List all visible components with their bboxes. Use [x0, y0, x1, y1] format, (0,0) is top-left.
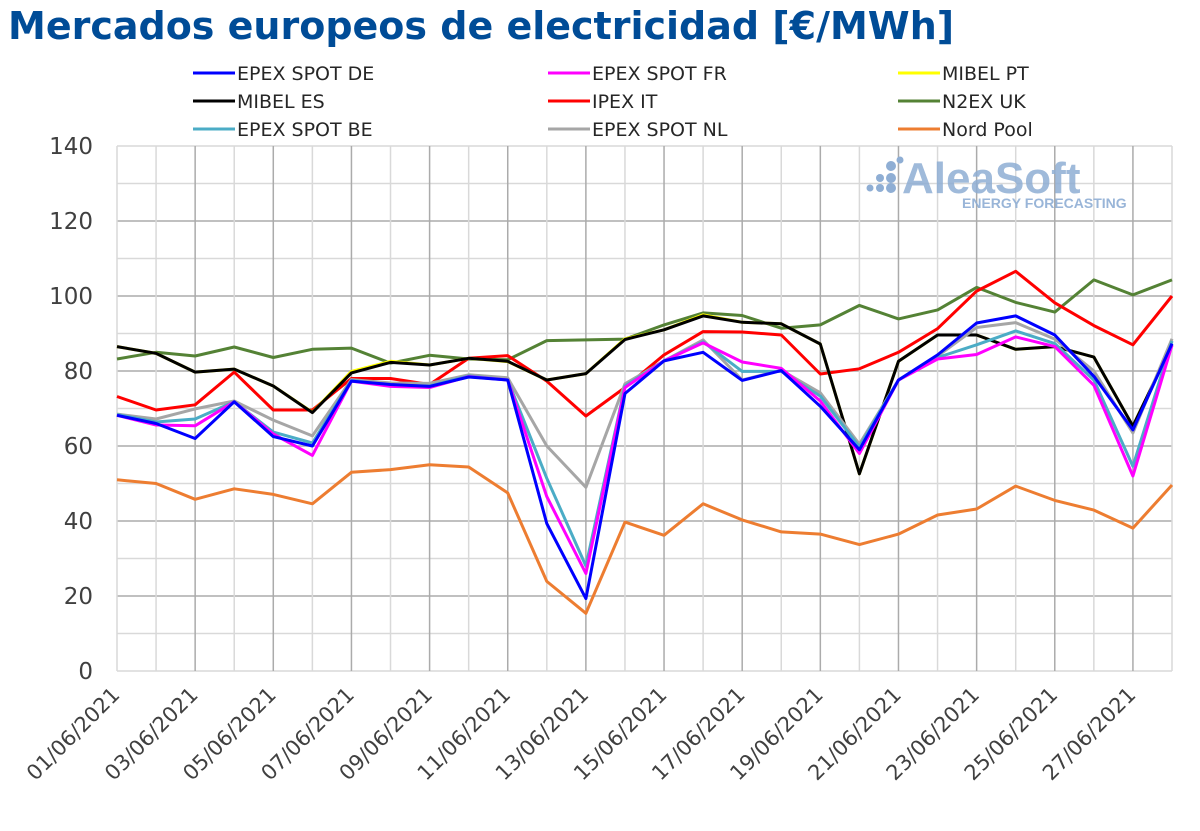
legend-item: EPEX SPOT DE: [193, 63, 374, 85]
legend-label: EPEX SPOT NL: [592, 119, 728, 141]
series-line-epex-spot-fr: [116, 335, 1174, 575]
y-tick-label: 40: [64, 509, 93, 535]
y-tick-label: 80: [64, 359, 93, 385]
legend-item: MIBEL ES: [193, 91, 325, 113]
legend-label: MIBEL PT: [942, 63, 1029, 85]
legend-label: EPEX SPOT DE: [237, 63, 374, 85]
legend-label: EPEX SPOT FR: [592, 63, 727, 85]
legend-label: IPEX IT: [592, 91, 658, 113]
legend-item: Nord Pool: [898, 119, 1033, 141]
y-tick-label: 20: [64, 584, 93, 610]
y-tick-label: 0: [78, 659, 93, 685]
aleasoft-watermark: AleaSoft ENERGY FORECASTING: [866, 154, 1127, 211]
series-line-n2ex-uk: [116, 278, 1173, 365]
y-tick-label: 120: [49, 209, 93, 235]
legend-item: EPEX SPOT BE: [193, 119, 373, 141]
series-line-ipex-it: [116, 269, 1174, 418]
chart-title: Mercados europeos de electricidad [€/MWh…: [8, 4, 955, 48]
series-line-nord-pool: [116, 463, 1174, 615]
y-tick-label: 100: [49, 284, 93, 310]
watermark-brand: AleaSoft: [902, 154, 1081, 203]
legend-label: MIBEL ES: [237, 91, 325, 113]
series-line-epex-spot-de: [116, 314, 1174, 601]
watermark-tagline: ENERGY FORECASTING: [962, 195, 1127, 211]
legend-item: EPEX SPOT FR: [548, 63, 727, 85]
legend: EPEX SPOT DE EPEX SPOT FR MIBEL PT MIBEL ES…: [193, 63, 1033, 141]
series-line-epex-spot-be: [116, 329, 1174, 568]
y-axis-ticks: 0 20 40 60 80 100 120 140: [49, 134, 93, 685]
y-tick-label: 140: [49, 134, 93, 160]
legend-item: MIBEL PT: [898, 63, 1029, 85]
series-line-mibel-es: [116, 314, 1174, 476]
series-lines: [116, 269, 1174, 615]
legend-label: N2EX UK: [942, 91, 1026, 113]
legend-item: EPEX SPOT NL: [548, 119, 728, 141]
legend-item: N2EX UK: [898, 91, 1026, 113]
watermark-dots-icon: [866, 156, 904, 193]
y-tick-label: 60: [64, 434, 93, 460]
legend-label: EPEX SPOT BE: [237, 119, 373, 141]
x-axis-ticks: 01/06/202103/06/202105/06/202107/06/2021…: [22, 683, 1140, 786]
legend-item: IPEX IT: [548, 91, 658, 113]
legend-label: Nord Pool: [942, 119, 1033, 141]
